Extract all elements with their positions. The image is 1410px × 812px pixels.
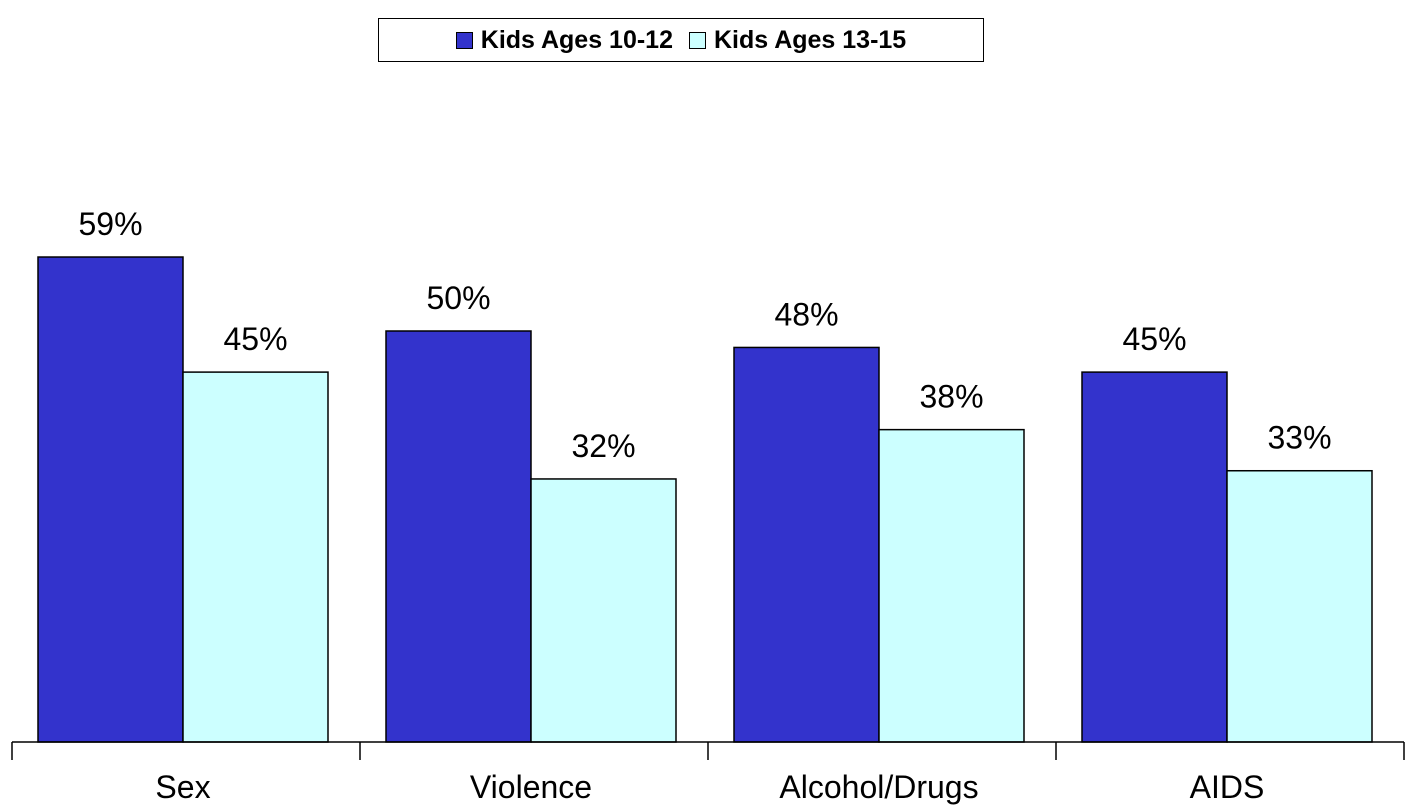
bar-aids-series-1 (1081, 371, 1228, 743)
bar-alcohol-drugs-series-2 (878, 428, 1025, 743)
category-label-violence: Violence (470, 769, 592, 805)
bar-violence-series-2 (530, 478, 677, 743)
legend-item-ages-10-12: Kids Ages 10-12 (455, 25, 673, 55)
bar-violence-series-1 (385, 330, 532, 743)
data-label-violence-series-2: 32% (571, 428, 635, 464)
legend-label-ages-13-15: Kids Ages 13-15 (714, 25, 907, 54)
legend-item-ages-13-15: Kids Ages 13-15 (689, 26, 906, 55)
data-label-sex-series-2: 45% (223, 321, 287, 357)
category-label-aids: AIDS (1190, 769, 1265, 805)
data-label-aids-series-2: 33% (1267, 420, 1331, 456)
data-label-aids-series-1: 45% (1122, 321, 1186, 357)
legend-label-ages-10-12: Kids Ages 10-12 (480, 25, 673, 54)
legend: Kids Ages 10-12 Kids Ages 13-15 (378, 18, 984, 62)
category-label-alcohol-drugs: Alcohol/Drugs (779, 769, 978, 805)
legend-swatch-ages-10-12 (455, 31, 473, 49)
bar-sex-series-2 (182, 371, 329, 743)
legend-swatch-ages-13-15 (689, 31, 706, 49)
bar-alcohol-drugs-series-1 (733, 346, 880, 743)
bar-aids-series-2 (1226, 469, 1373, 743)
data-label-alcohol-drugs-series-1: 48% (774, 296, 838, 332)
data-label-sex-series-1: 59% (78, 206, 142, 242)
bar-sex-series-1 (37, 256, 184, 743)
category-label-sex: Sex (155, 769, 210, 805)
data-label-alcohol-drugs-series-2: 38% (919, 379, 983, 415)
data-label-violence-series-1: 50% (426, 280, 490, 316)
